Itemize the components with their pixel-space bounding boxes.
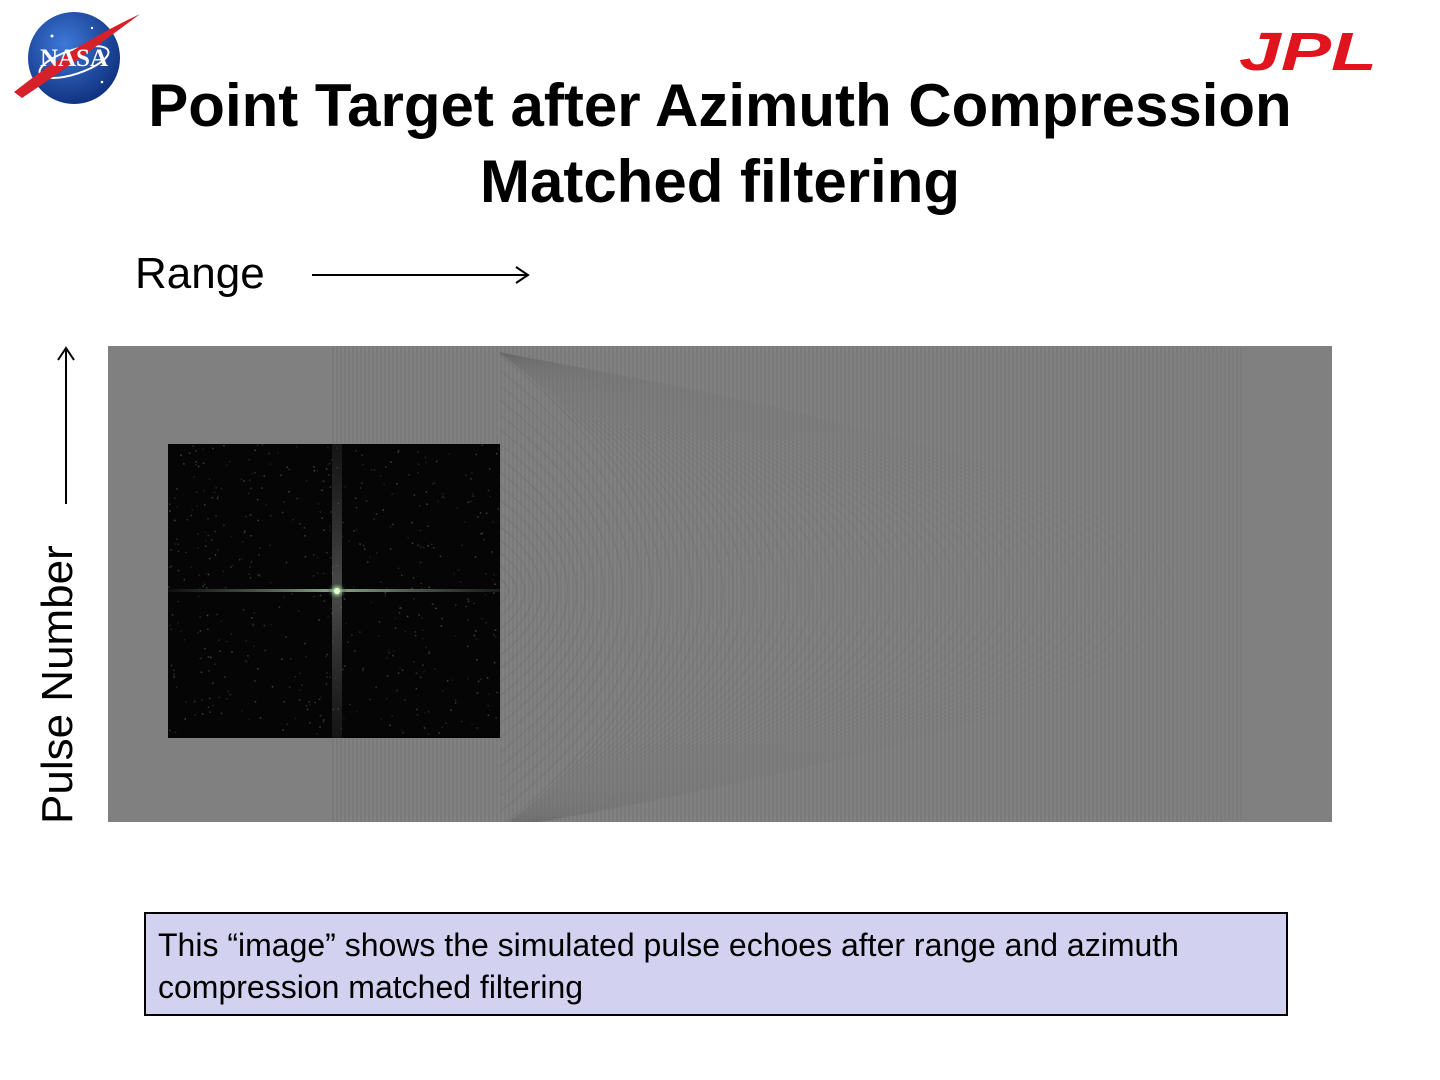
caption-text: This “image” shows the simulated pulse e… [158, 927, 1179, 1005]
jpl-logo: JPL [1239, 26, 1377, 74]
slide-title: Point Target after Azimuth Compression M… [0, 68, 1440, 220]
pulse-number-arrow-icon [57, 346, 75, 504]
jpl-logo-text: JPL [1239, 26, 1377, 74]
slide-title-line-2: Matched filtering [479, 148, 961, 215]
nasa-logo: NASA [14, 12, 140, 104]
slide-title-line-1: Point Target after Azimuth Compression [148, 72, 1292, 139]
pulse-number-axis-label: Pulse Number [33, 545, 82, 824]
range-arrow-icon [312, 266, 530, 284]
caption-box: This “image” shows the simulated pulse e… [144, 912, 1288, 1016]
sar-point-target-image [108, 346, 1332, 822]
range-axis-label: Range [135, 249, 265, 298]
nasa-logo-text: NASA [40, 45, 108, 72]
